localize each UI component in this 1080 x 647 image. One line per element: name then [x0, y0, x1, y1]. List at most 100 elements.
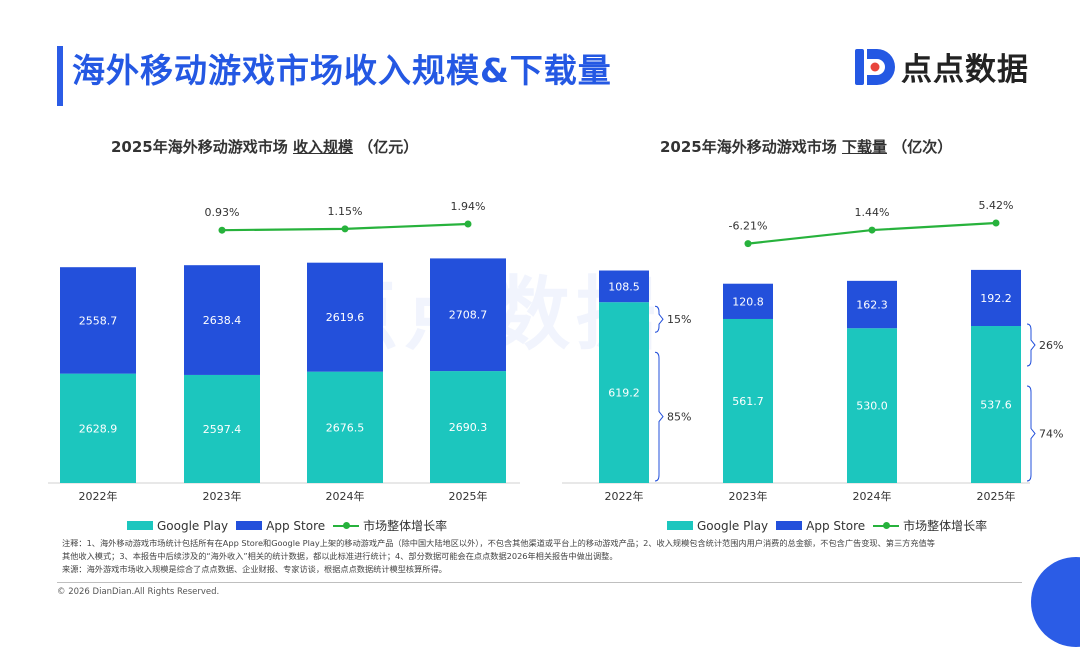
x-tick-label: 2024年: [853, 489, 892, 503]
revenue-title-prefix: 2025年海外移动游戏市场: [111, 138, 293, 156]
legend-line-growth: [873, 521, 900, 529]
legend-app-store: App Store: [776, 519, 865, 533]
bar-google-play: [430, 371, 506, 483]
growth-point: [868, 226, 876, 234]
x-tick-label: 2022年: [79, 489, 118, 503]
downloads-chart-title: 2025年海外移动游戏市场 下载量 （亿次）: [660, 136, 952, 157]
title-accent-bar: [57, 46, 63, 106]
data-label-app-store: 108.5: [608, 280, 640, 293]
bar-google-play: [971, 326, 1021, 483]
x-tick-label: 2023年: [203, 489, 242, 503]
bar-app-store: [60, 267, 136, 374]
growth-label: 1.44%: [855, 206, 890, 219]
diandian-logo-icon: [855, 48, 895, 85]
x-tick-label: 2025年: [449, 489, 488, 503]
legend-swatch-google-play: [127, 521, 153, 530]
share-bottom-bracket: [654, 351, 664, 482]
share-top-label: 15%: [667, 313, 691, 326]
growth-label: -6.21%: [729, 220, 768, 233]
share-bottom-label: 74%: [1039, 428, 1063, 441]
legend-line-growth: [333, 521, 360, 529]
data-label-google-play: 561.7: [732, 395, 764, 408]
share-bottom-bracket: [1026, 385, 1036, 482]
data-label-app-store: 120.8: [732, 295, 764, 308]
growth-point: [464, 220, 472, 228]
bar-app-store: [599, 270, 649, 303]
legend-app-store: App Store: [236, 519, 325, 533]
data-label-app-store: 2708.7: [449, 309, 488, 322]
growth-label: 1.94%: [451, 200, 486, 213]
downloads-title-emph: 下载量: [841, 138, 887, 156]
bar-google-play: [60, 373, 136, 483]
legend-label-google-play: Google Play: [697, 518, 769, 533]
legend-google-play: Google Play: [127, 519, 228, 533]
data-label-google-play: 2597.4: [203, 423, 242, 436]
downloads-title-suffix: （亿次）: [887, 138, 953, 156]
revenue-legend: Google Play App Store 市场整体增长率: [127, 517, 455, 534]
data-label-app-store: 2558.7: [79, 314, 118, 327]
share-top-bracket: [654, 305, 664, 333]
x-tick-label: 2022年: [605, 489, 644, 503]
bar-app-store: [307, 262, 383, 372]
revenue-chart: 2628.9 2558.7 2022年 2597.4 2638.4 2023年 2676.5…: [48, 200, 520, 503]
copyright: © 2026 DianDian.All Rights Reserved.: [57, 587, 220, 597]
revenue-chart-title: 2025年海外移动游戏市场 收入规模 （亿元）: [111, 136, 418, 157]
share-top-bracket: [1026, 323, 1036, 367]
footnote-line-3: 来源：海外游戏市场收入规模是综合了点点数据、企业财报、专家访谈，根据点点数据统计…: [62, 564, 447, 574]
legend-label-google-play: Google Play: [157, 518, 229, 533]
bar-google-play: [307, 371, 383, 483]
growth-point: [744, 240, 752, 248]
revenue-title-emph: 收入规模: [292, 138, 353, 156]
bar-app-store: [847, 280, 897, 329]
bar-app-store: [723, 283, 773, 319]
x-tick-label: 2023年: [729, 489, 768, 503]
data-label-app-store: 2619.6: [326, 311, 365, 324]
legend-swatch-app-store: [776, 521, 803, 530]
data-label-google-play: 619.2: [608, 387, 640, 400]
footnote-line-1: 注释：1、海外移动游戏市场统计包括所有在App Store和Google Pla…: [62, 538, 935, 548]
legend-label-growth: 市场整体增长率: [363, 519, 448, 533]
downloads-title-prefix: 2025年海外移动游戏市场: [660, 138, 842, 156]
legend-label-app-store: App Store: [266, 518, 326, 533]
growth-point: [992, 219, 1000, 227]
growth-point: [341, 225, 349, 233]
bar-app-store: [971, 269, 1021, 327]
bar-app-store: [430, 258, 506, 372]
logo-text: 点点数据: [901, 52, 1029, 88]
growth-label: 1.15%: [328, 205, 363, 218]
growth-point: [218, 226, 226, 234]
data-label-google-play: 2690.3: [449, 421, 488, 434]
legend-google-play: Google Play: [667, 519, 768, 533]
legend-growth: 市场整体增长率: [873, 517, 987, 534]
revenue-title-suffix: （亿元）: [353, 138, 419, 156]
legend-growth: 市场整体增长率: [333, 517, 447, 534]
growth-label: 0.93%: [205, 206, 240, 219]
data-label-app-store: 162.3: [856, 299, 888, 312]
legend-swatch-google-play: [667, 521, 693, 530]
data-label-google-play: 537.6: [980, 399, 1012, 412]
legend-label-growth: 市场整体增长率: [903, 519, 988, 533]
footnotes: 注释：1、海外移动游戏市场统计包括所有在App Store和Google Pla…: [62, 537, 1032, 576]
bar-google-play: [723, 318, 773, 483]
legend-swatch-app-store: [236, 521, 263, 530]
bar-app-store: [184, 265, 260, 375]
data-label-google-play: 2628.9: [79, 422, 118, 435]
legend-label-app-store: App Store: [806, 518, 866, 533]
x-tick-label: 2024年: [326, 489, 365, 503]
charts-canvas: 2628.9 2558.7 2022年 2597.4 2638.4 2023年 2676.5…: [48, 199, 1063, 503]
footnote-line-2: 其他收入模式；3、本报告中后续涉及的“海外收入”相关的统计数据，都以此标准进行统…: [62, 551, 618, 561]
growth-label: 5.42%: [979, 199, 1014, 212]
bar-google-play: [184, 374, 260, 483]
downloads-chart: 619.2 108.5 2022年 15% 85% 561.7 120.8 2023年 530.…: [562, 199, 1063, 503]
data-label-app-store: 192.2: [980, 292, 1012, 305]
bar-google-play: [847, 328, 897, 483]
data-label-google-play: 530.0: [856, 400, 888, 413]
x-tick-label: 2025年: [977, 489, 1016, 503]
downloads-legend: Google Play App Store 市场整体增长率: [667, 517, 995, 534]
data-label-app-store: 2638.4: [203, 314, 242, 327]
data-label-google-play: 2676.5: [326, 421, 365, 434]
share-top-label: 26%: [1039, 339, 1063, 352]
share-bottom-label: 85%: [667, 411, 691, 424]
brand-logo: 点点数据: [853, 44, 1029, 89]
page-title: 海外移动游戏市场收入规模&下载量: [72, 51, 612, 90]
